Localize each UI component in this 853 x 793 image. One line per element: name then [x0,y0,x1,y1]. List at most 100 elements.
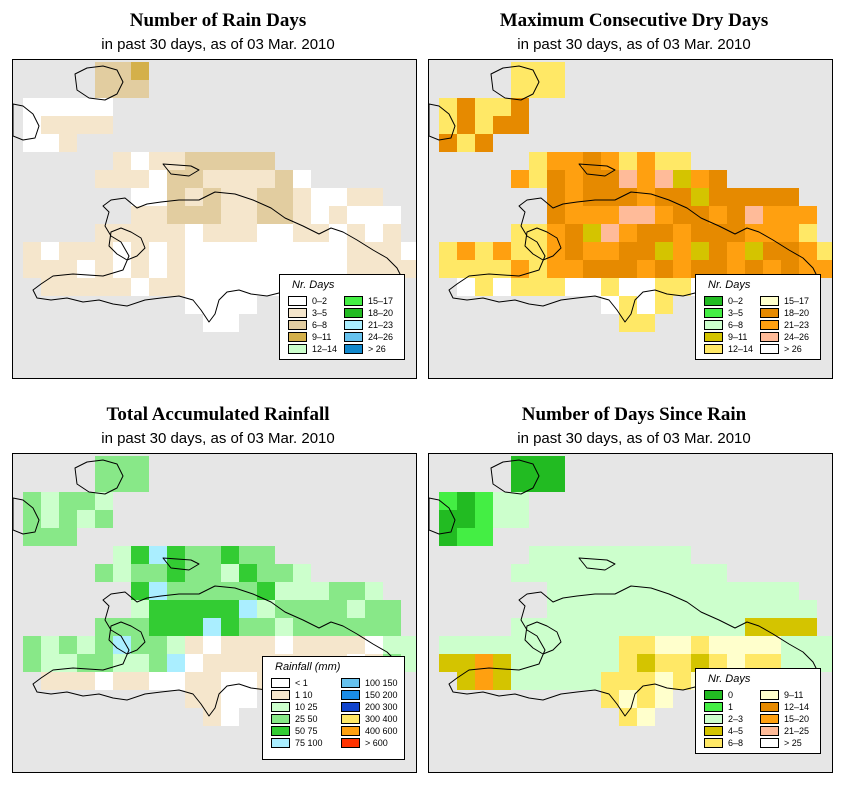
grid-cell [41,672,59,690]
grid-cell [149,654,167,672]
grid-cell [583,224,601,242]
grid-cell [95,242,113,260]
grid-cell [709,170,727,188]
grid-cell [511,474,529,492]
grid-cell [167,152,185,170]
grid-cell [637,636,655,654]
legend-swatch [271,713,290,724]
legend-item: 15–17 [344,295,393,306]
legend-swatch [288,307,307,318]
grid-cell [401,260,416,278]
grid-cell [529,654,547,672]
grid-cell [167,654,185,672]
grid-cell [475,260,493,278]
grid-cell [493,492,511,510]
legend-label: 9–11 [784,689,804,700]
grid-cell [655,546,673,564]
grid-cell [529,618,547,636]
coastline-path [578,163,616,177]
grid-cell [203,672,221,690]
legend-label: 15–17 [784,295,810,306]
grid-cell [673,278,691,296]
grid-cell [257,582,275,600]
legend-swatch [341,677,360,688]
legend-item: 6–8 [704,319,743,330]
panel-subtitle: in past 30 days, as of 03 Mar. 2010 [517,430,751,447]
legend-swatch [760,725,779,736]
grid-cell [131,62,149,80]
grid-cell [23,492,41,510]
grid-cell [113,260,131,278]
grid-cell [745,260,763,278]
grid-cell [203,224,221,242]
grid-cell [311,582,329,600]
legend-label: > 26 [784,343,802,354]
grid-cell [763,618,781,636]
grid-cell [41,134,59,152]
grid-cell [221,672,239,690]
grid-cell [475,116,493,134]
grid-cell [23,134,41,152]
legend-item: 4–5 [704,725,743,736]
panel-title: Number of Days Since Rain [521,404,747,425]
legend-item: 1 10 [271,689,313,700]
grid-cell [59,116,77,134]
grid-cell [601,296,619,314]
legend-swatch [341,689,360,700]
grid-cell [95,80,113,98]
grid-cell [131,546,149,564]
legend-swatch [271,701,290,712]
legend-label: > 25 [784,737,802,748]
grid-cell [239,152,257,170]
legend-swatch [271,725,290,736]
grid-cell [547,654,565,672]
grid-cell [383,242,401,260]
grid-cell [565,618,583,636]
legend-label: 15–17 [368,295,394,306]
grid-cell [601,224,619,242]
grid-cell [131,278,149,296]
grid-cell [547,80,565,98]
grid-cell [637,242,655,260]
grid-cell [113,474,131,492]
grid-cell [727,654,745,672]
grid-cell [167,582,185,600]
grid-cell [95,260,113,278]
grid-cell [565,546,583,564]
grid-cell [275,582,293,600]
legend-swatch [704,725,723,736]
grid-cell [619,296,637,314]
grid-cell [239,206,257,224]
grid-cell [203,600,221,618]
legend-swatch [760,689,779,700]
coastline-path [490,459,540,495]
legend-label: 12–14 [784,701,810,712]
legend-swatch [288,319,307,330]
grid-cell [547,206,565,224]
legend-label: 3–5 [312,307,328,318]
grid-cell [709,206,727,224]
grid-cell [781,224,799,242]
legend-label: > 600 [365,737,388,748]
grid-cell [529,672,547,690]
grid-cell [293,206,311,224]
grid-cell [691,564,709,582]
grid-cell [365,600,383,618]
grid-cell [41,242,59,260]
grid-cell [347,260,365,278]
grid-cell [203,314,221,332]
grid-cell [745,242,763,260]
panel-title: Total Accumulated Rainfall [106,404,330,425]
grid-cell [59,654,77,672]
grid-cell [239,170,257,188]
legend-swatch [271,737,290,748]
grid-cell [131,618,149,636]
grid-cell [763,260,781,278]
grid-cell [583,672,601,690]
grid-cell [475,672,493,690]
grid-cell [745,206,763,224]
grid-cell [691,170,709,188]
legend-swatch [344,343,363,354]
grid-cell [619,546,637,564]
grid-cell [275,206,293,224]
